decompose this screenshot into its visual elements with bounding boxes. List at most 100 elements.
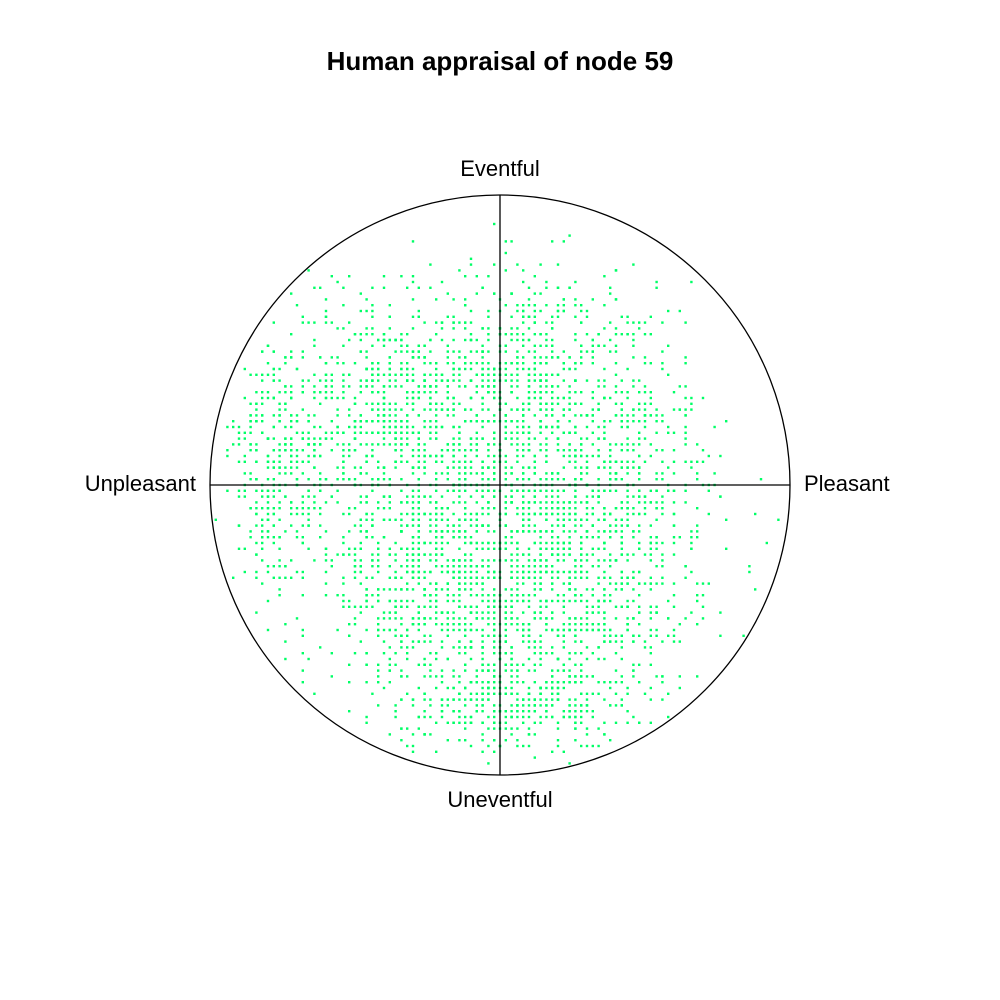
scatter-point <box>481 425 484 429</box>
scatter-point <box>307 414 310 417</box>
scatter-point <box>667 489 670 492</box>
scatter-point <box>510 617 513 620</box>
scatter-point <box>284 472 287 475</box>
scatter-point <box>411 507 415 510</box>
scatter-point <box>284 385 287 388</box>
scatter-point <box>493 640 496 643</box>
scatter-point <box>301 634 304 637</box>
scatter-point <box>556 507 560 510</box>
scatter-point <box>707 454 710 458</box>
scatter-point <box>661 350 664 353</box>
scatter-point <box>568 588 571 591</box>
scatter-point <box>539 385 542 388</box>
scatter-point <box>556 739 560 742</box>
scatter-point <box>562 454 565 458</box>
scatter-point <box>504 617 507 620</box>
scatter-point <box>487 744 490 748</box>
scatter-point <box>319 472 322 475</box>
scatter-point <box>394 588 397 591</box>
scatter-point <box>696 530 699 533</box>
scatter-point <box>406 350 409 353</box>
scatter-point <box>516 454 519 458</box>
scatter-point <box>255 408 258 411</box>
scatter-point <box>487 373 490 376</box>
scatter-point <box>533 646 536 649</box>
scatter-point <box>411 396 415 400</box>
scatter-point <box>435 321 438 324</box>
scatter-point <box>394 634 397 637</box>
scatter-point <box>313 414 316 417</box>
scatter-point <box>377 391 380 394</box>
scatter-point <box>336 443 339 446</box>
scatter-point <box>394 652 397 655</box>
scatter-point <box>464 536 467 539</box>
scatter-point <box>261 524 264 527</box>
scatter-point <box>516 588 519 591</box>
scatter-point <box>516 362 519 365</box>
scatter-point <box>435 617 438 620</box>
scatter-point <box>359 640 362 643</box>
scatter-point <box>585 744 589 748</box>
scatter-point <box>527 605 531 608</box>
scatter-point <box>574 710 577 713</box>
scatter-point <box>684 460 687 463</box>
scatter-point <box>469 657 473 661</box>
axis-label-right: Pleasant <box>804 471 890 496</box>
scatter-point <box>504 472 507 475</box>
scatter-point <box>620 698 623 701</box>
scatter-point <box>493 530 496 533</box>
scatter-point <box>638 431 641 434</box>
scatter-point <box>400 420 403 423</box>
scatter-point <box>429 362 432 365</box>
scatter-point <box>556 420 560 423</box>
scatter-point <box>475 570 478 574</box>
scatter-point <box>556 594 560 597</box>
scatter-point <box>701 617 705 620</box>
scatter-point <box>551 472 554 475</box>
scatter-point <box>620 547 623 550</box>
scatter-point <box>469 263 473 266</box>
scatter-point <box>377 379 380 382</box>
scatter-point <box>551 425 554 429</box>
scatter-point <box>597 495 600 498</box>
scatter-point <box>284 466 287 469</box>
scatter-point <box>272 565 275 568</box>
scatter-point <box>591 489 594 492</box>
scatter-point <box>614 721 618 724</box>
scatter-point <box>580 710 583 713</box>
scatter-point <box>423 356 426 359</box>
scatter-point <box>522 594 525 597</box>
scatter-point <box>545 460 548 463</box>
scatter-point <box>696 524 699 527</box>
scatter-point <box>278 588 281 591</box>
scatter-point <box>417 443 420 446</box>
scatter-point <box>452 611 455 614</box>
scatter-point <box>678 640 681 643</box>
scatter-point <box>458 449 461 452</box>
scatter-point <box>655 449 658 452</box>
scatter-point <box>551 588 554 591</box>
scatter-point <box>423 698 426 701</box>
scatter-point <box>429 640 432 643</box>
scatter-point <box>603 576 606 579</box>
scatter-point <box>522 530 525 533</box>
scatter-point <box>643 425 647 429</box>
scatter-point <box>342 553 345 556</box>
scatter-point <box>609 599 612 603</box>
scatter-point <box>609 565 612 568</box>
scatter-point <box>481 472 484 475</box>
scatter-point <box>365 460 368 463</box>
scatter-point <box>574 495 577 498</box>
scatter-point <box>342 536 345 539</box>
scatter-point <box>609 704 612 707</box>
scatter-point <box>516 338 519 342</box>
scatter-point <box>545 623 548 626</box>
scatter-point <box>249 530 252 533</box>
scatter-point <box>574 304 577 307</box>
scatter-point <box>400 646 403 649</box>
scatter-point <box>649 628 652 632</box>
scatter-point <box>429 553 432 556</box>
scatter-point <box>481 373 484 376</box>
scatter-point <box>649 576 652 579</box>
scatter-point <box>452 669 455 672</box>
